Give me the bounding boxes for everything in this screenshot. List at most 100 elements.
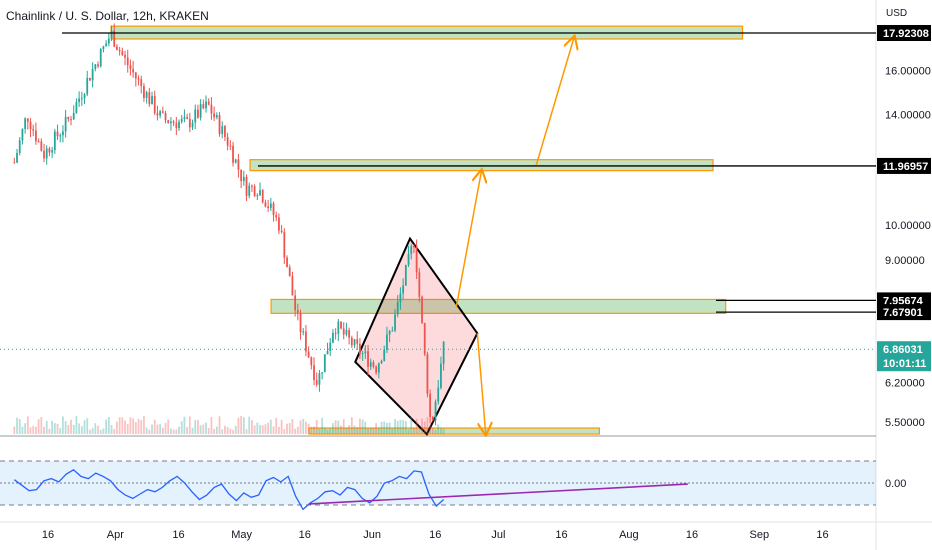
volume-bar bbox=[132, 418, 135, 434]
countdown-label: 10:01:11 bbox=[883, 358, 926, 370]
candle-body bbox=[145, 92, 148, 98]
candle-body bbox=[188, 118, 191, 128]
volume-bar bbox=[326, 429, 329, 434]
volume-bar bbox=[348, 425, 351, 434]
volume-bar bbox=[129, 417, 132, 434]
y-tick-label: 10.00000 bbox=[885, 220, 931, 232]
volume-bars bbox=[13, 416, 445, 434]
candle-body bbox=[345, 330, 348, 335]
volume-bar bbox=[35, 426, 37, 434]
candle-body bbox=[326, 350, 329, 355]
volume-bar bbox=[53, 423, 56, 434]
y-tick-label: 5.50000 bbox=[885, 417, 925, 429]
volume-bar bbox=[213, 428, 216, 434]
candle-body bbox=[359, 343, 361, 355]
candle-body bbox=[429, 393, 432, 417]
candle-body bbox=[194, 109, 197, 123]
x-tick-label: Jul bbox=[491, 529, 505, 541]
candle-body bbox=[240, 169, 243, 182]
candle-body bbox=[75, 102, 78, 114]
volume-bar bbox=[288, 423, 291, 434]
volume-bar bbox=[126, 424, 129, 434]
volume-bar bbox=[59, 428, 62, 434]
volume-bar bbox=[245, 429, 248, 434]
candle-body bbox=[29, 121, 32, 130]
currency-label: USD bbox=[886, 8, 907, 19]
volume-bar bbox=[240, 416, 243, 434]
candle-body bbox=[64, 116, 67, 132]
candle-body bbox=[367, 351, 369, 367]
volume-bar bbox=[113, 429, 116, 434]
volume-bar bbox=[342, 419, 345, 434]
candle-body bbox=[40, 141, 43, 151]
volume-bar bbox=[377, 427, 380, 434]
candle-body bbox=[329, 342, 332, 351]
volume-bar bbox=[188, 416, 191, 434]
volume-bar bbox=[99, 429, 102, 434]
candle-body bbox=[286, 257, 288, 268]
zone-box bbox=[308, 427, 600, 435]
y-tick-label: 14.00000 bbox=[885, 109, 931, 121]
volume-bar bbox=[102, 428, 105, 434]
volume-bar bbox=[404, 421, 407, 434]
candle-body bbox=[140, 79, 143, 87]
diamond-pattern bbox=[354, 236, 479, 436]
candle-body bbox=[434, 401, 437, 421]
candle-body bbox=[348, 330, 351, 338]
x-tick-label: May bbox=[231, 529, 252, 541]
candle-body bbox=[305, 331, 307, 352]
volume-bar bbox=[161, 427, 164, 434]
volume-bar bbox=[356, 427, 359, 434]
volume-bar bbox=[388, 422, 391, 434]
volume-bar bbox=[164, 422, 167, 434]
candle-body bbox=[315, 380, 318, 385]
volume-bar bbox=[256, 422, 259, 434]
candle-body bbox=[321, 372, 324, 374]
volume-bar bbox=[16, 417, 18, 434]
candle-body bbox=[164, 112, 167, 121]
volume-bar bbox=[329, 428, 332, 434]
candle-body bbox=[210, 104, 213, 114]
volume-bar bbox=[394, 418, 396, 434]
candle-body bbox=[51, 150, 54, 153]
candle-body bbox=[259, 190, 261, 196]
volume-bar bbox=[369, 427, 372, 434]
volume-bar bbox=[153, 419, 156, 434]
volume-bar bbox=[43, 426, 45, 434]
volume-bar bbox=[137, 419, 140, 434]
candle-body bbox=[245, 176, 248, 196]
volume-bar bbox=[269, 419, 272, 434]
level-tag bbox=[877, 304, 931, 321]
volume-bar bbox=[215, 426, 218, 434]
volume-bar bbox=[350, 417, 353, 434]
volume-bar bbox=[75, 416, 78, 434]
candle-body bbox=[21, 128, 24, 141]
volume-bar bbox=[364, 421, 367, 434]
candle-body bbox=[332, 332, 334, 343]
candle-body bbox=[143, 86, 145, 98]
volume-bar bbox=[105, 419, 108, 434]
volume-bar bbox=[78, 423, 81, 434]
volume-bar bbox=[229, 428, 232, 434]
candle-body bbox=[178, 121, 180, 129]
candle-body bbox=[91, 68, 94, 81]
candle-body bbox=[242, 176, 245, 182]
volume-bar bbox=[359, 418, 361, 434]
volume-bar bbox=[253, 425, 256, 434]
candle-body bbox=[67, 116, 70, 120]
volume-bar bbox=[323, 427, 326, 434]
candle-body bbox=[153, 96, 156, 114]
candles bbox=[13, 23, 445, 426]
level-label: 17.92308 bbox=[883, 28, 929, 40]
current-price-label: 6.86031 bbox=[883, 344, 923, 356]
candle-body bbox=[404, 264, 407, 286]
candle-body bbox=[296, 310, 299, 313]
volume-bar bbox=[186, 427, 189, 434]
volume-bar bbox=[56, 423, 59, 434]
volume-bar bbox=[218, 416, 221, 434]
volume-bar bbox=[29, 427, 32, 434]
volume-bar bbox=[272, 426, 275, 434]
candle-body bbox=[299, 312, 302, 333]
volume-bar bbox=[107, 416, 110, 434]
